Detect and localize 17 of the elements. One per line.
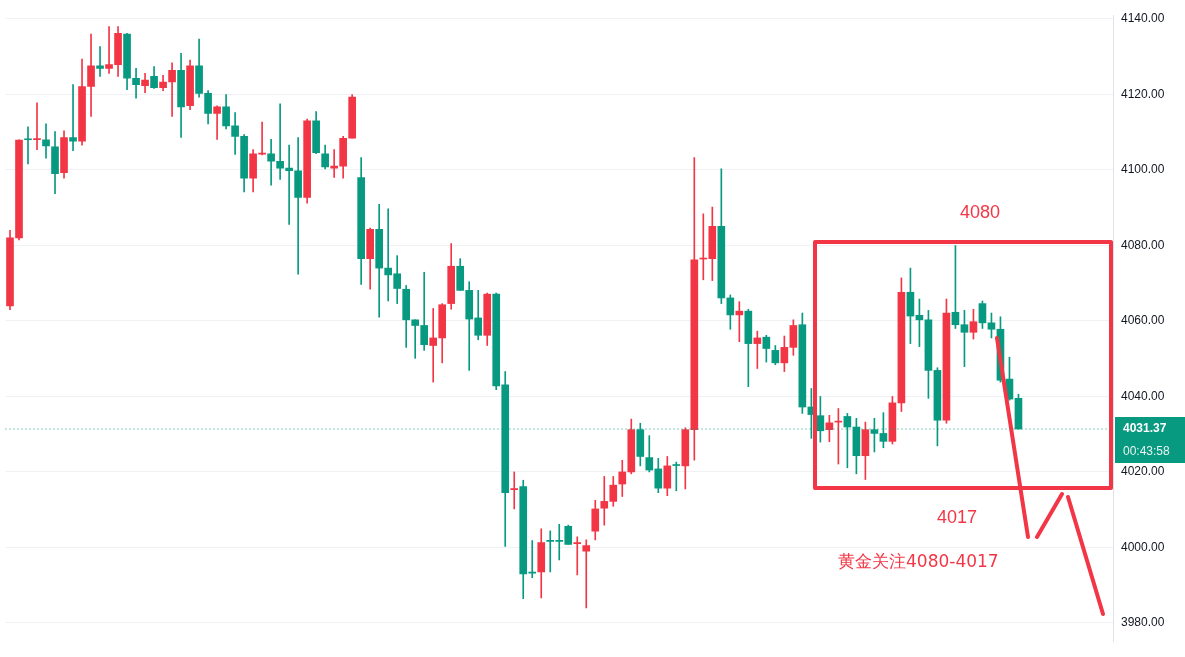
y-tick-label: 3980.00 [1121, 615, 1165, 630]
candlestick [96, 46, 104, 77]
candlestick [24, 126, 32, 165]
y-tick-label: 4120.00 [1121, 86, 1165, 101]
y-tick-label: 4020.00 [1121, 464, 1165, 479]
y-tick-label: 4060.00 [1121, 313, 1165, 328]
ref-line-label: 4031.37 [1123, 421, 1167, 436]
y-tick-label: 4080.00 [1121, 237, 1165, 252]
y-tick-label: 4040.00 [1121, 388, 1165, 403]
annotation: 4080 [959, 201, 1001, 222]
y-tick-label: 4140.00 [1121, 11, 1165, 26]
annotation: 黄金关注4080-4017 [838, 551, 999, 572]
candlestick [672, 461, 681, 492]
annotation: 4017 [936, 506, 978, 527]
text: 00:43:58 [1123, 444, 1171, 459]
y-tick-label: 4100.00 [1121, 162, 1165, 177]
y-tick-label: 4000.00 [1121, 539, 1165, 554]
